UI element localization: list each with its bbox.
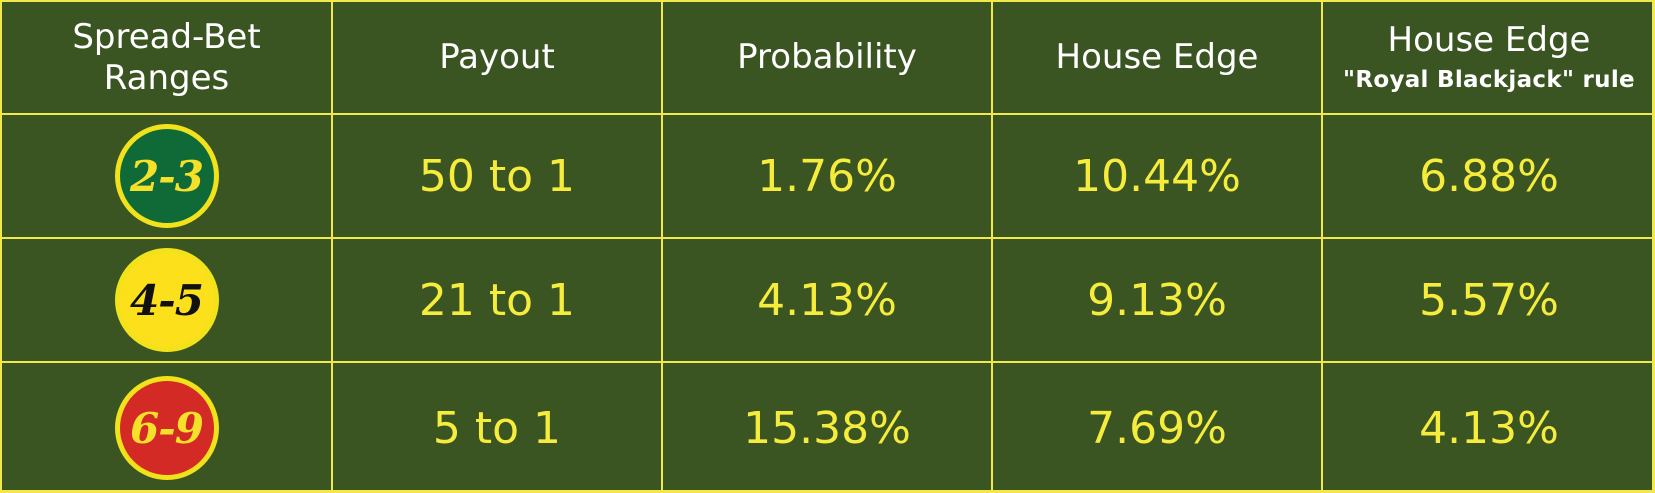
house-edge-royal-cell: 5.57% [1321,237,1655,361]
house-edge-royal-cell: 4.13% [1321,361,1655,493]
header-label: Payout [439,37,555,78]
payout-cell: 5 to 1 [331,361,661,493]
range-cell: 4-5 [0,237,331,361]
range-cell: 2-3 [0,113,331,237]
header-probability: Probability [661,0,991,113]
header-label: Spread-Bet Ranges [72,16,261,98]
house-edge-cell: 7.69% [991,361,1321,493]
range-chip-label: 2-3 [130,151,204,201]
header-house-edge-royal: House Edge "Royal Blackjack" rule [1321,0,1655,113]
probability-cell: 4.13% [661,237,991,361]
house-edge-royal-cell: 6.88% [1321,113,1655,237]
house-edge-cell: 10.44% [991,113,1321,237]
range-chip: 4-5 [114,248,219,352]
header-label: Probability [737,37,917,78]
header-label: House Edge [1387,20,1591,61]
payout-cell: 21 to 1 [331,237,661,361]
header-sublabel: "Royal Blackjack" rule [1343,67,1635,94]
header-payout: Payout [331,0,661,113]
range-chip-label: 4-5 [130,275,204,325]
range-chip: 2-3 [114,124,219,228]
range-chip-label: 6-9 [130,403,204,453]
house-edge-cell: 9.13% [991,237,1321,361]
payout-cell: 50 to 1 [331,113,661,237]
header-house-edge: House Edge [991,0,1321,113]
header-label: House Edge [1055,37,1259,78]
probability-cell: 15.38% [661,361,991,493]
probability-cell: 1.76% [661,113,991,237]
range-cell: 6-9 [0,361,331,493]
header-spread-bet-ranges: Spread-Bet Ranges [0,0,331,113]
range-chip: 6-9 [114,376,219,480]
